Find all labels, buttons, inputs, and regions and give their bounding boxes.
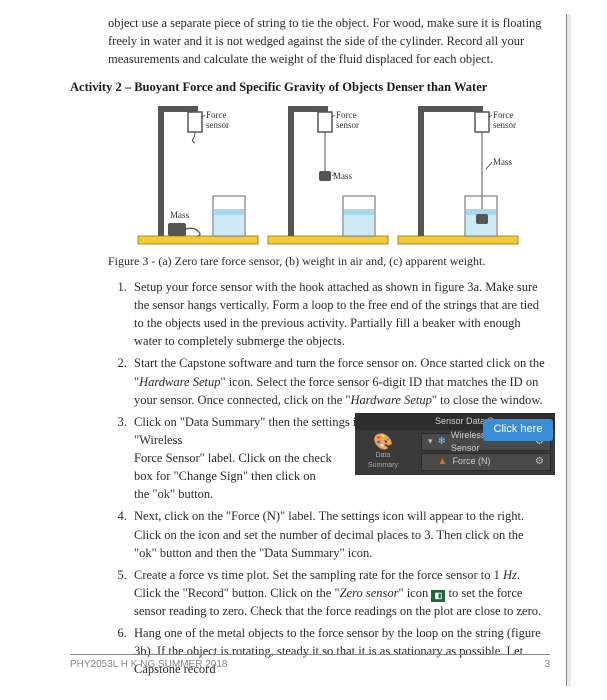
footer-page-number: 3 (544, 659, 550, 670)
figure-caption: Figure 3 - (a) Zero tare force sensor, (… (108, 253, 547, 270)
step-5-text-c: " icon (398, 586, 431, 600)
step-1: Setup your force sensor with the hook at… (130, 278, 547, 351)
hardware-setup-1: Hardware Setup (139, 375, 220, 389)
force-icon: ▲ (438, 455, 448, 470)
page-footer: PHY2053L H K NG SUMMER 2018 3 (70, 654, 550, 670)
inset-row-force: ▾ ▲ Force (N) ⚙ (421, 453, 551, 471)
step-2: Start the Capstone software and turn the… (130, 354, 547, 408)
figure-3c: Force sensor Mass (393, 101, 523, 251)
svg-text:sensor: sensor (493, 120, 516, 130)
step-4: Next, click on the "Force (N)" label. Th… (130, 507, 547, 561)
step-3: Click on "Data Summary" then the setting… (130, 413, 547, 504)
palette-icon: 🎨 (373, 435, 393, 451)
chevron-down-icon: ▾ (428, 435, 433, 448)
hardware-setup-2: Hardware Setup (351, 393, 432, 407)
step-6: Hang one of the metal objects to the for… (130, 624, 547, 678)
document-page: object use a separate piece of string to… (0, 0, 607, 679)
bluetooth-icon: ❄ (438, 435, 446, 450)
figure-3b: Force sensor Mass (263, 101, 393, 251)
procedure-list: Setup your force sensor with the hook at… (130, 278, 547, 679)
svg-text:Force: Force (336, 110, 357, 120)
step-5-text-a: Create a force vs time plot. Set the sam… (134, 568, 503, 582)
zero-sensor: Zero sensor (340, 586, 399, 600)
hz: Hz (503, 568, 517, 582)
page-edge (566, 14, 567, 686)
page-shadow (567, 14, 571, 686)
svg-text:Mass: Mass (170, 210, 189, 220)
capstone-inset: Sensor Data Sum Click here 🎨 Data Summar… (355, 413, 555, 475)
gear-icon-2: ⚙ (535, 455, 544, 470)
footer-left: PHY2053L H K NG SUMMER 2018 (70, 659, 227, 670)
figure-3a: Force sensor Mass (133, 101, 263, 251)
data-summary-icon: 🎨 Data Summary (361, 433, 405, 473)
inset-row-label-2: Force (N) (452, 455, 490, 468)
figure-3: Force sensor Mass Force sensor Mass (108, 101, 547, 251)
svg-text:Mass: Mass (493, 157, 512, 167)
data-summary-label: Data Summary (361, 451, 405, 471)
svg-text:Force: Force (493, 110, 514, 120)
svg-text:sensor: sensor (206, 120, 229, 130)
svg-text:sensor: sensor (336, 120, 359, 130)
activity-title: Activity 2 – Buoyant Force and Specific … (70, 78, 547, 96)
intro-paragraph: object use a separate piece of string to… (108, 14, 547, 68)
step-5: Create a force vs time plot. Set the sam… (130, 566, 547, 620)
svg-text:Force: Force (206, 110, 227, 120)
click-here-callout: Click here (483, 419, 553, 441)
step-2-text-c: " to close the window. (432, 393, 543, 407)
zero-sensor-icon: ◧ (431, 590, 445, 602)
svg-text:Mass: Mass (333, 171, 352, 181)
